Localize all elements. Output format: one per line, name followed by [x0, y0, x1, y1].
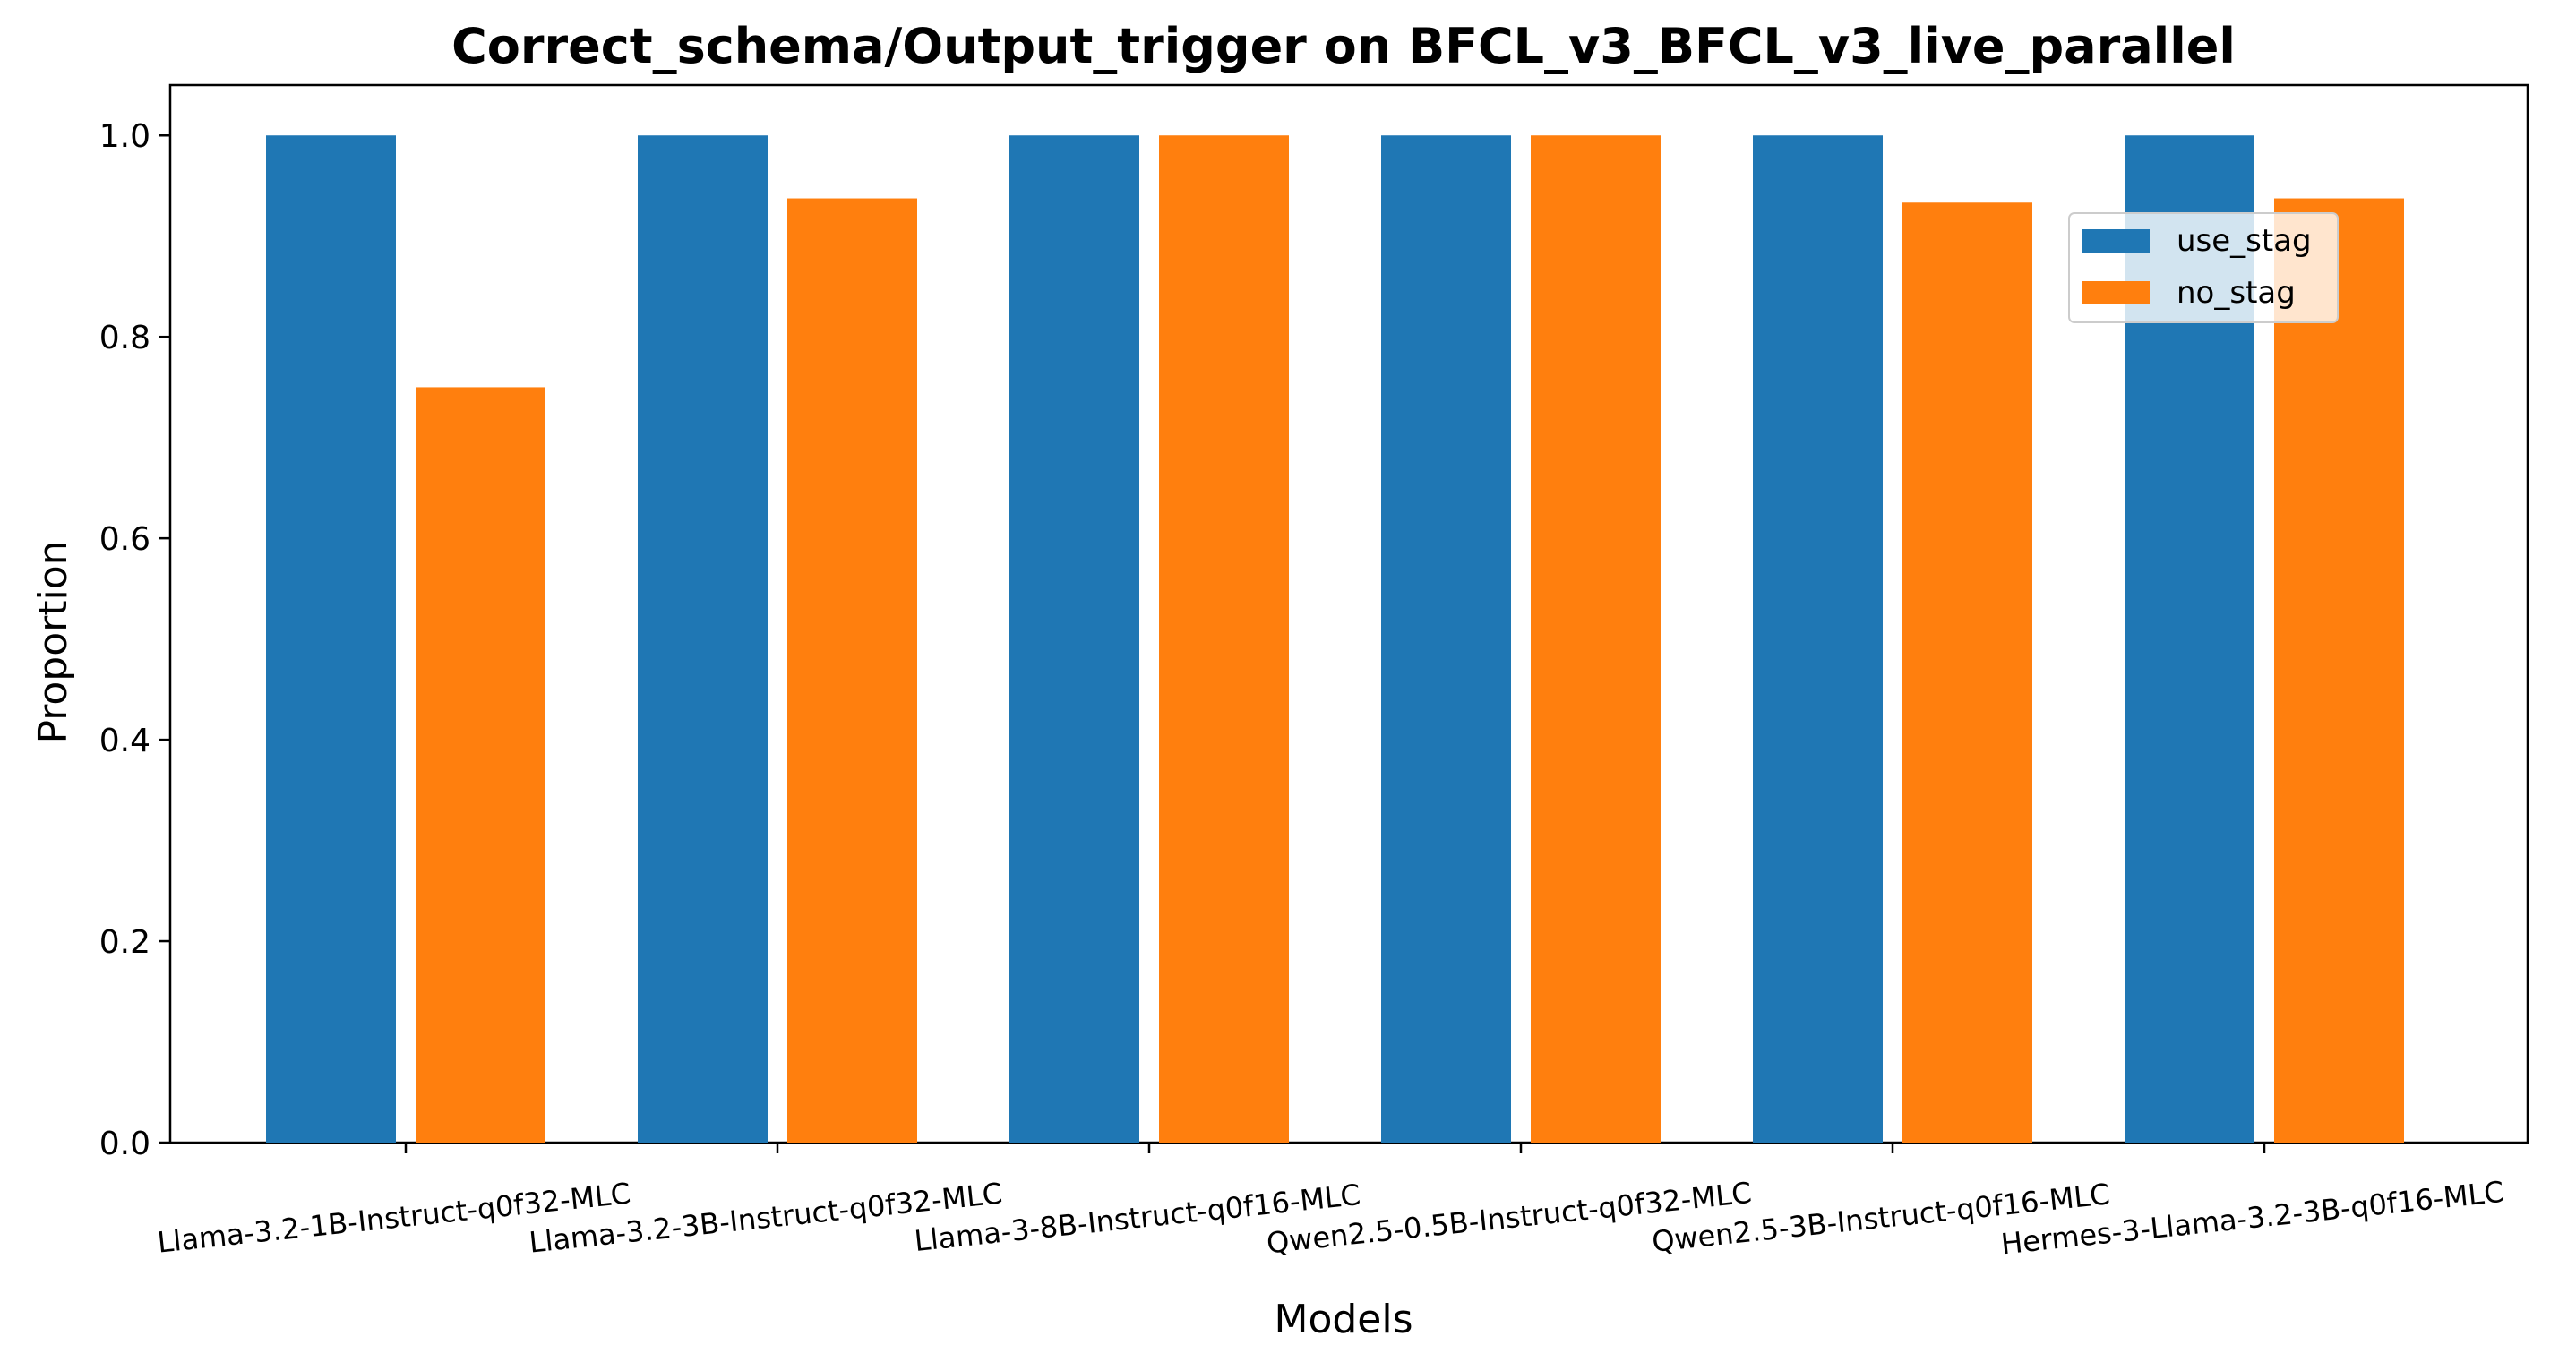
bar-no_stag-2 [1159, 135, 1289, 1144]
bar-use_stag-4 [1753, 135, 1883, 1144]
plot-frame [168, 83, 2529, 1144]
bar-no_stag-3 [1531, 135, 1661, 1144]
y-tick-label: 0.4 [99, 723, 150, 759]
y-tick-label: 1.0 [99, 118, 150, 155]
y-axis-label: Proportion [30, 540, 76, 743]
bar-no_stag-5 [2274, 198, 2404, 1143]
legend-swatch-use_stag [2082, 229, 2150, 253]
bar-use_stag-0 [266, 135, 396, 1144]
bar-use_stag-2 [1009, 135, 1139, 1144]
legend: use_stag no_stag [2068, 212, 2339, 323]
y-tick-label: 0.0 [99, 1126, 150, 1162]
legend-label-use_stag: use_stag [2177, 223, 2312, 259]
bar-use_stag-3 [1381, 135, 1511, 1144]
y-tick-label: 0.6 [99, 521, 150, 558]
y-tick-label: 0.2 [99, 924, 150, 961]
bar-no_stag-1 [787, 198, 917, 1143]
bar-no_stag-4 [1902, 202, 2032, 1143]
bar-use_stag-1 [638, 135, 768, 1144]
x-axis-label: Models [1274, 1297, 1413, 1342]
bar-no_stag-0 [416, 387, 545, 1143]
legend-swatch-no_stag [2082, 281, 2150, 304]
y-tick-label: 0.8 [99, 320, 150, 356]
chart-title: Correct_schema/Output_trigger on BFCL_v3… [451, 18, 2236, 74]
plot-area: 0.00.20.40.60.81.0Llama-3.2-1B-Instruct-… [99, 83, 2529, 1261]
legend-label-no_stag: no_stag [2177, 275, 2296, 311]
